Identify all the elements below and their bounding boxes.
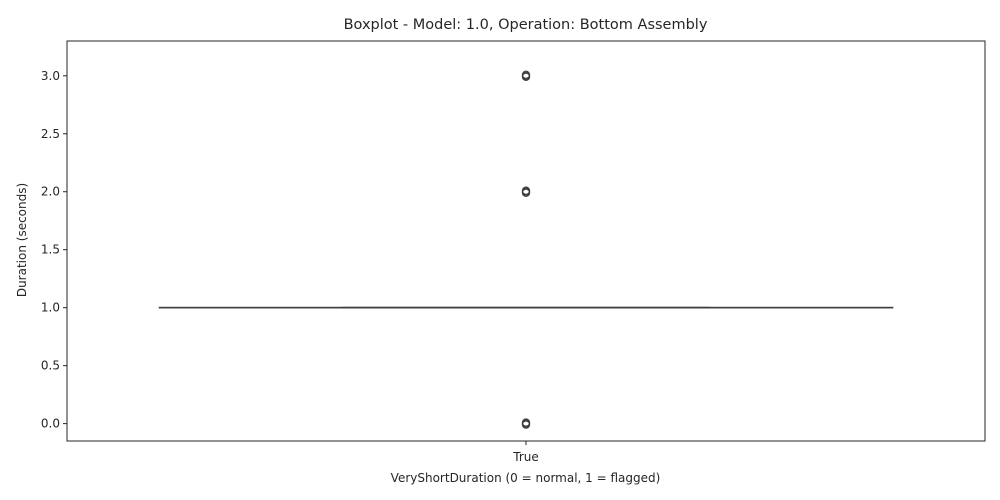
y-tick-label: 1.5 [41,243,60,257]
y-tick-label: 2.0 [41,185,60,199]
y-tick-label: 3.0 [41,69,60,83]
outlier-point [521,188,531,197]
x-axis-label: VeryShortDuration (0 = normal, 1 = flagg… [391,471,661,485]
y-tick-label: 1.0 [41,301,60,315]
y-tick-label: 0.0 [41,417,60,431]
y-tick-label: 2.5 [41,127,60,141]
plot-area: 0.0 0.5 1.0 1.5 2.0 2.5 3.0 True [41,40,986,464]
chart-title: Boxplot - Model: 1.0, Operation: Bottom … [344,17,708,33]
outlier-point [521,72,531,81]
plot-frame [66,40,986,442]
outlier-point [521,420,531,429]
y-axis-label: Duration (seconds) [15,183,29,297]
y-tick-label: 0.5 [41,359,60,373]
x-tick-label: True [512,450,539,464]
